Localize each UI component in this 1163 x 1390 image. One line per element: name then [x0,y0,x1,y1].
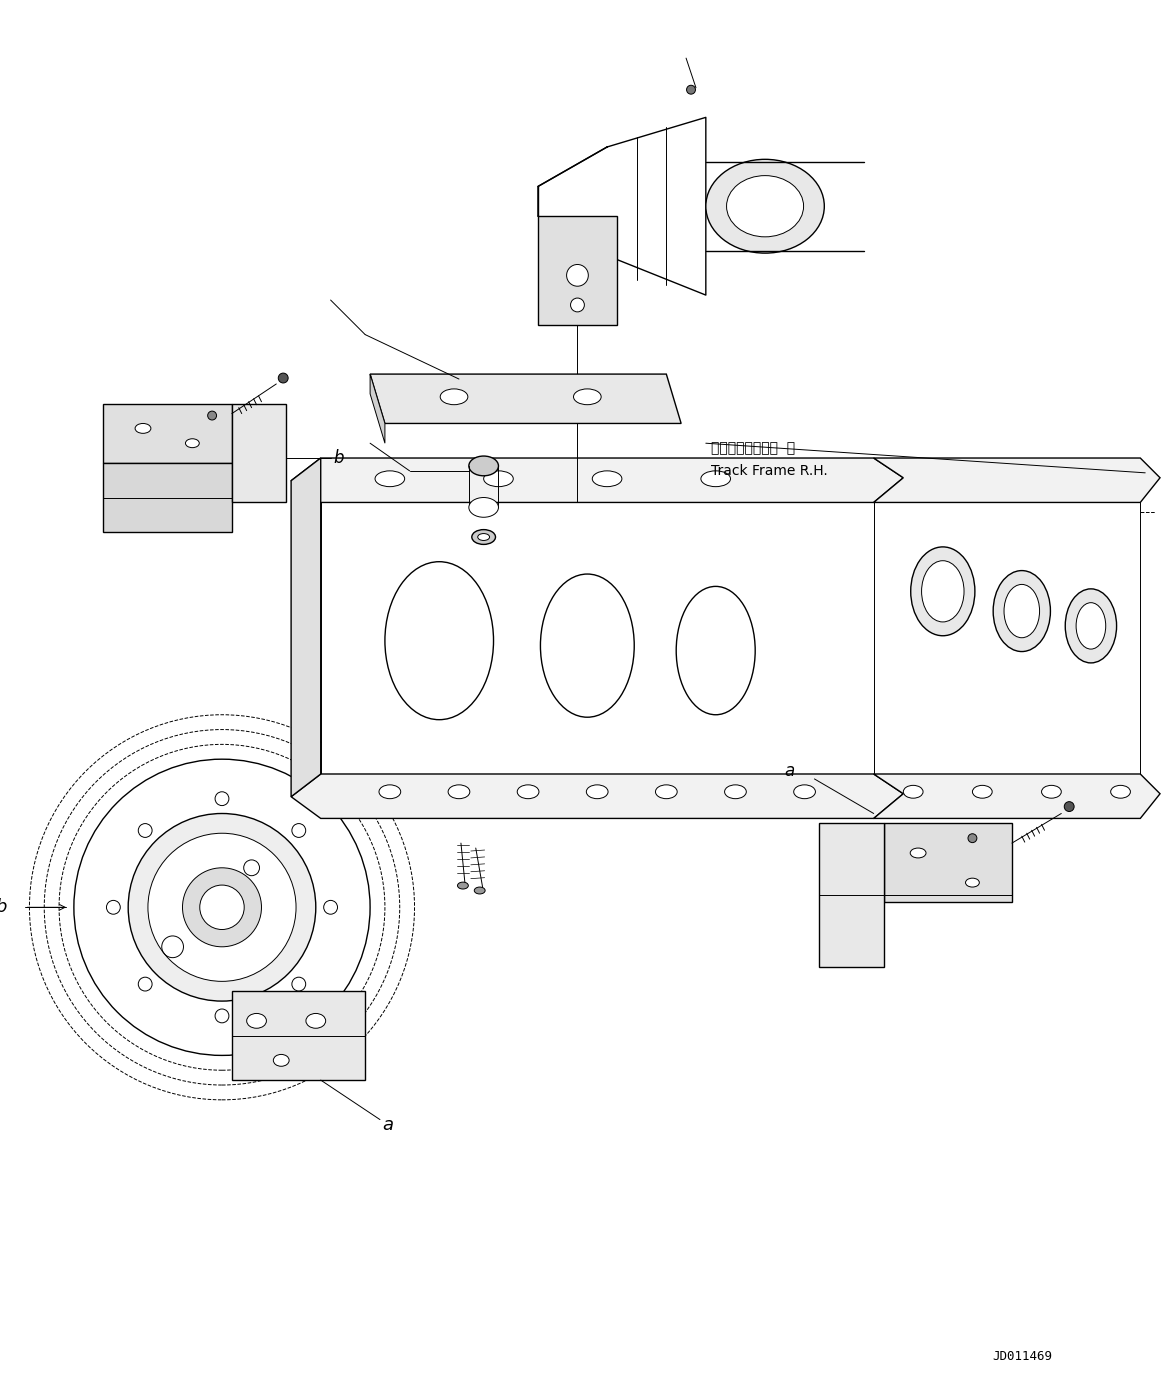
Text: b: b [0,898,7,916]
Ellipse shape [185,439,199,448]
Ellipse shape [200,885,244,930]
Polygon shape [321,502,873,774]
Text: a: a [381,1116,393,1133]
Ellipse shape [385,562,493,720]
Ellipse shape [706,160,825,253]
Polygon shape [104,463,231,532]
Ellipse shape [701,471,730,486]
Polygon shape [231,403,286,502]
Polygon shape [104,403,231,463]
Text: b: b [334,449,344,467]
Ellipse shape [993,570,1050,652]
Ellipse shape [472,530,495,545]
Ellipse shape [972,785,992,798]
Ellipse shape [592,471,622,486]
Ellipse shape [727,175,804,236]
Polygon shape [291,459,321,796]
Ellipse shape [911,848,926,858]
Ellipse shape [656,785,677,799]
Ellipse shape [448,785,470,799]
Ellipse shape [904,785,923,798]
Ellipse shape [725,785,747,799]
Text: a: a [784,762,794,780]
Ellipse shape [566,264,588,286]
Ellipse shape [306,1013,326,1029]
Ellipse shape [968,834,977,842]
Ellipse shape [379,785,401,799]
Ellipse shape [148,833,297,981]
Ellipse shape [518,785,538,799]
Ellipse shape [183,867,262,947]
Polygon shape [820,823,884,966]
Ellipse shape [475,887,485,894]
Ellipse shape [107,901,120,915]
Ellipse shape [1111,785,1130,798]
Polygon shape [291,774,904,819]
Polygon shape [873,774,1160,819]
Ellipse shape [323,901,337,915]
Ellipse shape [138,977,152,991]
Ellipse shape [469,498,499,517]
Ellipse shape [965,878,979,887]
Polygon shape [291,459,904,502]
Text: トラックフレーム  右: トラックフレーム 右 [711,441,794,455]
Ellipse shape [215,1009,229,1023]
Ellipse shape [74,759,370,1055]
Polygon shape [538,215,616,325]
Ellipse shape [676,587,755,714]
Ellipse shape [278,373,288,384]
Ellipse shape [374,471,405,486]
Ellipse shape [1004,584,1040,638]
Ellipse shape [1065,589,1116,663]
Ellipse shape [128,813,316,1001]
Ellipse shape [573,389,601,404]
Text: Track Frame R.H.: Track Frame R.H. [711,464,828,478]
Polygon shape [873,502,1140,774]
Ellipse shape [292,824,306,837]
Ellipse shape [586,785,608,799]
Ellipse shape [1064,802,1075,812]
Ellipse shape [247,1013,266,1029]
Ellipse shape [273,1055,290,1066]
Ellipse shape [911,546,975,635]
Ellipse shape [1042,785,1062,798]
Ellipse shape [457,883,469,890]
Ellipse shape [138,824,152,837]
Polygon shape [884,823,1012,902]
Ellipse shape [571,297,584,311]
Ellipse shape [441,389,468,404]
Ellipse shape [215,792,229,806]
Ellipse shape [541,574,634,717]
Ellipse shape [921,560,964,621]
Polygon shape [873,459,1160,502]
Ellipse shape [135,424,151,434]
Text: JD011469: JD011469 [992,1350,1053,1364]
Polygon shape [370,374,682,424]
Ellipse shape [484,471,513,486]
Ellipse shape [292,977,306,991]
Polygon shape [231,991,365,1080]
Ellipse shape [469,456,499,475]
Ellipse shape [793,785,815,799]
Ellipse shape [1076,603,1106,649]
Polygon shape [370,374,385,443]
Ellipse shape [208,411,216,420]
Ellipse shape [686,85,695,95]
Ellipse shape [478,534,490,541]
